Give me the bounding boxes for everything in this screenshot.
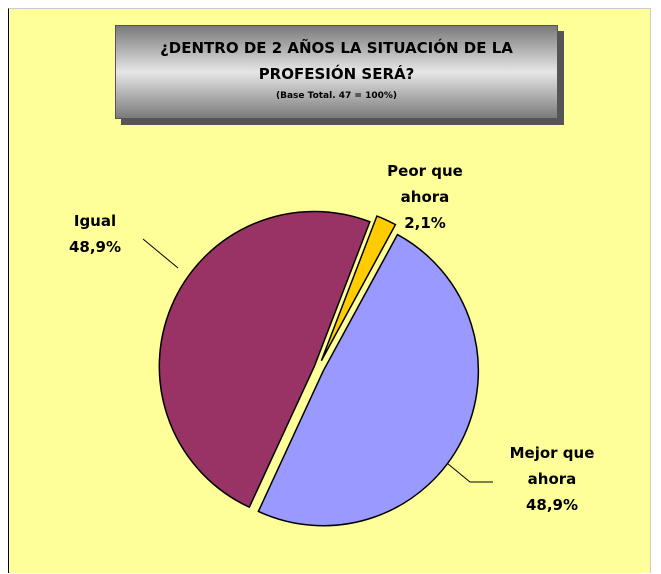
value-label: 2,1% bbox=[404, 214, 446, 232]
category-label: Mejor que ahora bbox=[509, 444, 595, 488]
pie-slice bbox=[257, 233, 480, 527]
slice-label: Igual 48,9% bbox=[50, 208, 140, 260]
pie-slice bbox=[320, 215, 397, 362]
slice-label: Mejor que ahora 48,9% bbox=[497, 440, 607, 518]
chart-subtitle: (Base Total. 47 = 100%) bbox=[275, 91, 398, 101]
leader-line bbox=[142, 238, 179, 269]
pie-slice bbox=[158, 210, 371, 509]
category-label: Igual bbox=[73, 212, 117, 230]
category-label: Peor que ahora bbox=[387, 162, 463, 206]
chart-title: ¿DENTRO DE 2 AÑOS LA SITUACIÓN DE LA PRO… bbox=[160, 39, 513, 83]
value-label: 48,9% bbox=[525, 496, 579, 514]
title-box: ¿DENTRO DE 2 AÑOS LA SITUACIÓN DE LA PRO… bbox=[115, 25, 558, 119]
value-label: 48,9% bbox=[68, 238, 122, 256]
slice-label: Peor que ahora 2,1% bbox=[380, 158, 470, 236]
